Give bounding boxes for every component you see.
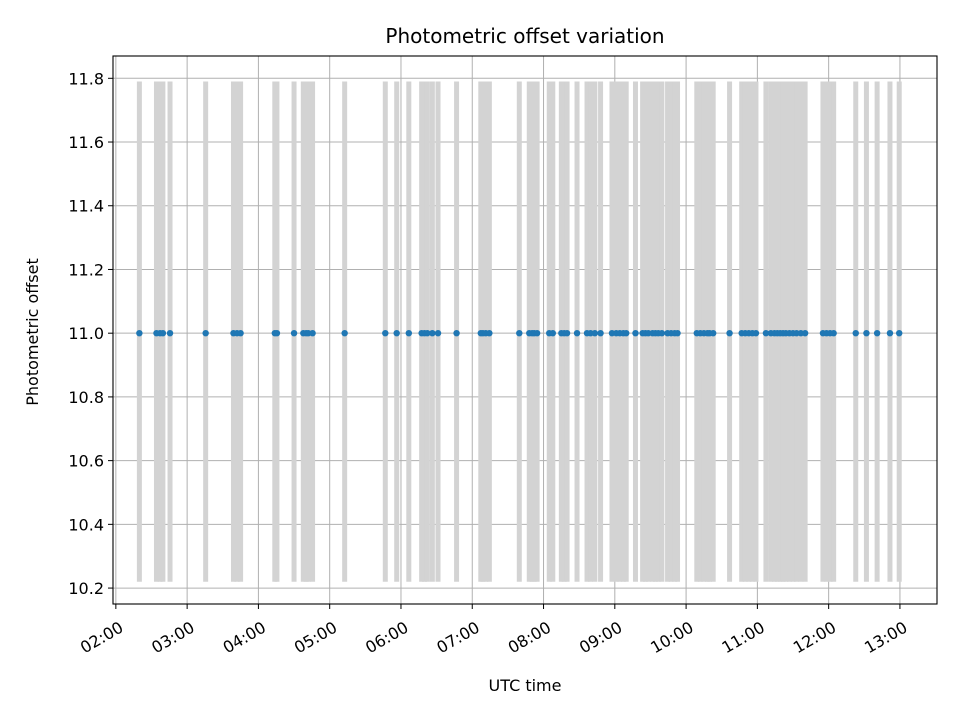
data-point <box>237 329 244 337</box>
data-point <box>424 329 431 337</box>
data-point <box>159 329 167 337</box>
y-tick-label: 10.4 <box>68 515 104 534</box>
data-point <box>632 329 639 337</box>
y-tick-label: 11.2 <box>68 260 104 279</box>
y-axis-label: Photometric offset <box>23 258 42 406</box>
data-point <box>549 329 556 337</box>
data-point <box>573 329 581 337</box>
data-point <box>597 329 604 337</box>
data-point <box>801 329 809 337</box>
data-point <box>674 329 681 337</box>
data-point <box>623 329 630 337</box>
data-point <box>658 329 666 337</box>
data-point <box>486 329 493 337</box>
data-point <box>516 329 523 337</box>
x-axis-label: UTC time <box>489 676 562 695</box>
data-point <box>873 329 881 337</box>
data-point <box>533 329 541 337</box>
data-point <box>886 329 894 337</box>
y-tick-label: 11.8 <box>68 69 104 88</box>
data-point <box>202 329 209 337</box>
data-point <box>591 329 599 337</box>
data-point <box>341 329 348 337</box>
data-point <box>563 329 571 337</box>
chart-title: Photometric offset variation <box>385 24 664 48</box>
data-points <box>136 329 903 337</box>
data-point <box>405 329 413 337</box>
data-point <box>709 329 717 337</box>
axes-frame <box>112 55 938 605</box>
data-point <box>852 329 859 337</box>
data-point <box>762 329 770 337</box>
data-point <box>309 329 316 337</box>
data-point <box>273 329 281 337</box>
data-point <box>429 329 436 337</box>
data-point <box>136 329 143 337</box>
data-point <box>896 329 903 337</box>
data-point <box>166 329 174 337</box>
data-point <box>752 329 760 337</box>
data-point <box>453 329 460 337</box>
data-point <box>863 329 870 337</box>
data-point <box>382 329 389 337</box>
data-point <box>830 329 837 337</box>
data-point <box>434 329 442 337</box>
y-axis-ticks: 10.2 10.4 10.6 10.8 11.0 11.2 11.4 11.6 11.8 <box>68 69 113 598</box>
y-tick-label: 11.4 <box>68 197 104 216</box>
data-point <box>393 329 400 337</box>
data-point <box>290 329 298 337</box>
y-tick-label: 10.8 <box>68 388 104 407</box>
y-tick-label: 11.0 <box>68 324 104 343</box>
y-tick-label: 10.6 <box>68 452 104 471</box>
y-tick-label: 11.6 <box>68 133 104 152</box>
data-point <box>726 329 733 337</box>
y-tick-label: 10.2 <box>68 579 104 598</box>
